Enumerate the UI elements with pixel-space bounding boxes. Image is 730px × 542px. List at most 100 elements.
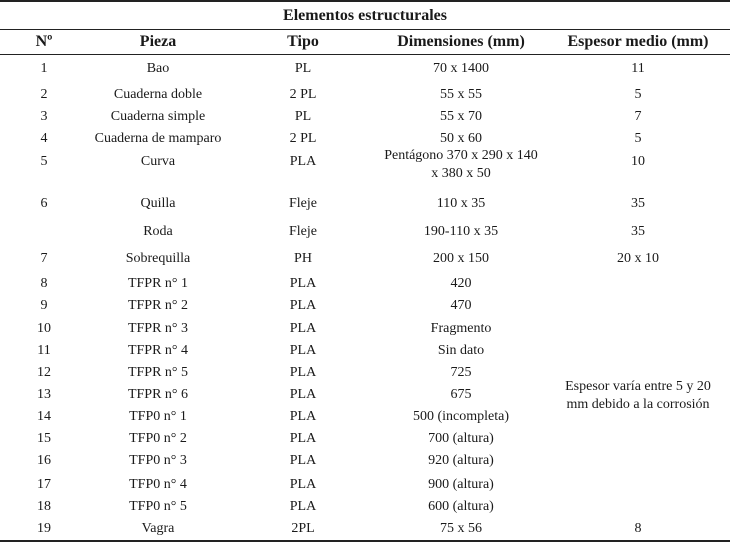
header-num: Nº bbox=[35, 33, 53, 50]
cell-dim-line1: Pentágono 370 x 290 x 140 bbox=[384, 148, 538, 163]
cell-pieza: Bao bbox=[146, 61, 170, 76]
cell-pieza: TFP0 n° 5 bbox=[129, 499, 187, 514]
cell-pieza: Quilla bbox=[140, 196, 176, 211]
cell-num: 13 bbox=[37, 387, 51, 402]
cell-tipo: PLA bbox=[289, 298, 317, 313]
cell-tipo: 2 PL bbox=[289, 131, 317, 146]
cell-num: 9 bbox=[40, 298, 48, 313]
cell-num: 10 bbox=[37, 321, 51, 336]
cell-esp: 35 bbox=[631, 224, 645, 239]
cell-num: 14 bbox=[37, 409, 51, 424]
cell-dim: 675 bbox=[450, 387, 472, 402]
cell-tipo: PLA bbox=[289, 409, 317, 424]
cell-num: 17 bbox=[37, 477, 51, 492]
cell-pieza: TFP0 n° 4 bbox=[129, 477, 187, 492]
cell-pieza: Vagra bbox=[141, 521, 175, 536]
cell-dim: 900 (altura) bbox=[428, 477, 494, 492]
cell-dim: 700 (altura) bbox=[428, 431, 494, 446]
cell-num: 16 bbox=[37, 453, 51, 468]
header-tipo: Tipo bbox=[287, 33, 319, 50]
cell-tipo: PLA bbox=[289, 387, 317, 402]
bottom-rule bbox=[0, 540, 730, 542]
cell-tipo: Fleje bbox=[289, 224, 317, 239]
cell-dim-line2: x 380 x 50 bbox=[431, 166, 491, 181]
cell-dim: 920 (altura) bbox=[428, 453, 494, 468]
cell-dim: 110 x 35 bbox=[436, 196, 486, 211]
header-rule bbox=[0, 54, 730, 55]
cell-tipo: PLA bbox=[289, 477, 317, 492]
cell-dim: 600 (altura) bbox=[428, 499, 494, 514]
cell-dim: 75 x 56 bbox=[440, 521, 482, 536]
cell-esp: 35 bbox=[631, 196, 645, 211]
cell-pieza: Roda bbox=[143, 224, 173, 239]
top-rule bbox=[0, 0, 730, 2]
cell-pieza: TFPR n° 4 bbox=[127, 343, 189, 358]
cell-pieza: Curva bbox=[140, 154, 176, 169]
cell-pieza: Cuaderna de mamparo bbox=[94, 131, 222, 146]
merged-note-line1: Espesor varía entre 5 y 20 bbox=[565, 379, 711, 394]
merged-espesor-note: Espesor varía entre 5 y 20 mm debido a l… bbox=[565, 378, 711, 414]
cell-esp: 11 bbox=[631, 61, 645, 76]
cell-tipo: PLA bbox=[289, 321, 317, 336]
cell-esp: 5 bbox=[634, 87, 642, 102]
cell-dim: 55 x 70 bbox=[440, 109, 482, 124]
cell-num: 19 bbox=[37, 521, 51, 536]
cell-tipo: PLA bbox=[289, 276, 317, 291]
header-espesor: Espesor medio (mm) bbox=[567, 33, 709, 50]
cell-dim: Fragmento bbox=[430, 321, 492, 336]
cell-pieza: TFP0 n° 1 bbox=[129, 409, 187, 424]
cell-esp: 20 x 10 bbox=[617, 251, 659, 266]
cell-pieza: Sobrequilla bbox=[125, 251, 191, 266]
cell-num: 4 bbox=[40, 131, 48, 146]
cell-pieza: TFPR n° 5 bbox=[127, 365, 189, 380]
cell-num: 12 bbox=[37, 365, 51, 380]
cell-num: 18 bbox=[37, 499, 51, 514]
cell-tipo: PLA bbox=[289, 365, 317, 380]
cell-esp: 8 bbox=[634, 521, 642, 536]
cell-tipo: Fleje bbox=[289, 196, 317, 211]
cell-pieza: Cuaderna simple bbox=[110, 109, 206, 124]
cell-esp: 7 bbox=[634, 109, 642, 124]
cell-tipo: PL bbox=[294, 109, 312, 124]
cell-tipo: 2 PL bbox=[289, 87, 317, 102]
cell-tipo: PLA bbox=[289, 343, 317, 358]
cell-dim: 50 x 60 bbox=[440, 131, 482, 146]
header-dimensiones: Dimensiones (mm) bbox=[397, 33, 525, 50]
cell-num: 8 bbox=[40, 276, 48, 291]
cell-dim: 55 x 55 bbox=[440, 87, 482, 102]
cell-tipo: PLA bbox=[289, 154, 317, 169]
cell-tipo: PLA bbox=[289, 453, 317, 468]
cell-num: 15 bbox=[37, 431, 51, 446]
cell-num: 7 bbox=[40, 251, 48, 266]
cell-num: 11 bbox=[37, 343, 51, 358]
cell-pieza: TFPR n° 6 bbox=[127, 387, 189, 402]
cell-dim: 190-110 x 35 bbox=[423, 224, 499, 239]
cell-dim: 420 bbox=[450, 276, 472, 291]
cell-esp: 10 bbox=[631, 154, 645, 169]
cell-dim: 725 bbox=[450, 365, 472, 380]
cell-tipo: PL bbox=[294, 61, 312, 76]
cell-tipo: PLA bbox=[289, 499, 317, 514]
cell-dim: 470 bbox=[450, 298, 472, 313]
cell-esp: 5 bbox=[634, 131, 642, 146]
cell-dim: 200 x 150 bbox=[433, 251, 489, 266]
cell-pieza: Cuaderna doble bbox=[113, 87, 203, 102]
cell-pieza: TFPR n° 3 bbox=[127, 321, 189, 336]
cell-tipo: 2PL bbox=[291, 521, 315, 536]
merged-note-line2: mm debido a la corrosión bbox=[566, 397, 710, 412]
cell-pieza: TFPR n° 1 bbox=[127, 276, 189, 291]
cell-num: 5 bbox=[40, 154, 48, 169]
cell-dim: Pentágono 370 x 290 x 140 x 380 x 50 bbox=[384, 147, 538, 183]
cell-dim: Sin dato bbox=[437, 343, 485, 358]
title-rule bbox=[0, 29, 730, 30]
table-title: Elementos estructurales bbox=[283, 7, 447, 24]
cell-num: 1 bbox=[40, 61, 48, 76]
cell-num: 6 bbox=[40, 196, 48, 211]
cell-dim: 500 (incompleta) bbox=[412, 409, 510, 424]
cell-tipo: PH bbox=[294, 251, 312, 266]
cell-dim: 70 x 1400 bbox=[433, 61, 489, 76]
cell-pieza: TFP0 n° 3 bbox=[129, 453, 187, 468]
cell-num: 2 bbox=[40, 87, 48, 102]
cell-pieza: TFP0 n° 2 bbox=[129, 431, 187, 446]
cell-tipo: PLA bbox=[289, 431, 317, 446]
